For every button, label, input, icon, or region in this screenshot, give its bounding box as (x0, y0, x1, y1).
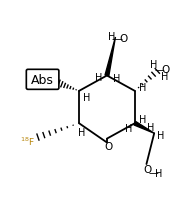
Text: H: H (157, 130, 165, 140)
Text: O: O (119, 34, 127, 44)
Text: H: H (108, 32, 115, 42)
Text: H: H (95, 73, 103, 83)
Text: H: H (125, 123, 132, 133)
Text: H: H (139, 83, 146, 93)
Text: O: O (162, 65, 170, 75)
Text: O: O (104, 142, 113, 152)
Text: H: H (83, 93, 90, 103)
Text: —: — (111, 34, 122, 44)
Text: Abs: Abs (31, 73, 54, 86)
Text: H: H (113, 73, 120, 83)
Text: H: H (150, 60, 157, 70)
Text: —: — (149, 167, 158, 177)
Text: H: H (78, 128, 85, 138)
Text: H: H (161, 72, 169, 82)
FancyBboxPatch shape (26, 70, 59, 90)
Text: O: O (144, 164, 152, 174)
Polygon shape (134, 122, 154, 134)
Text: H: H (139, 114, 146, 124)
Text: —: — (155, 65, 165, 75)
Text: $^{18}$F: $^{18}$F (20, 135, 35, 147)
Text: H: H (155, 168, 163, 178)
Polygon shape (105, 38, 115, 77)
Text: H: H (147, 122, 155, 132)
